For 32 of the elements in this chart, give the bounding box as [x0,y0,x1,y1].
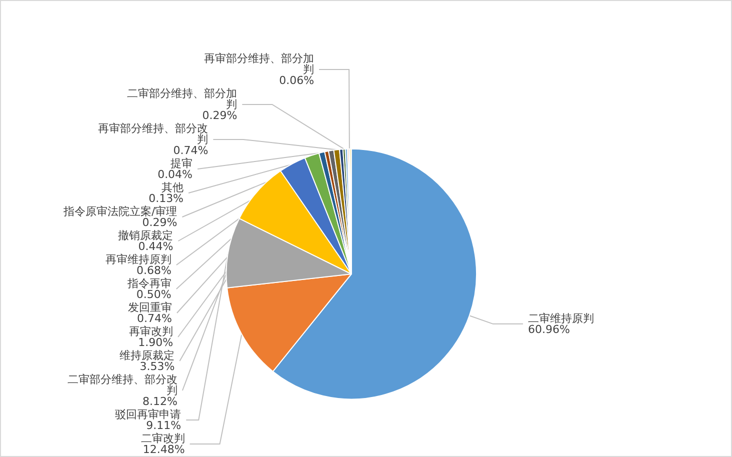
slice-label: 驳回再审申请 [115,408,182,421]
data-label: 0.29% [202,109,238,122]
slice-label: 指令再审 [126,277,172,290]
data-label: 1.90% [138,336,174,349]
slice-label: 再审改判 [129,325,174,338]
slice-label: 撤销原裁定 [118,229,174,242]
data-label: 0.50% [136,288,172,301]
slice-label: 二审改判 [140,432,185,445]
slice-label: 再审维持原判 [105,253,172,266]
slice-label: 提审 [170,157,193,170]
data-label: 9.11% [146,419,182,432]
data-label: 12.48% [142,443,185,456]
slice-label: 二审部分维持、部分加判 [127,87,238,111]
data-label: 0.29% [142,216,178,229]
data-label: 0.74% [173,144,208,157]
data-label: 8.12% [142,395,178,408]
data-label: 0.44% [138,240,174,253]
slice-label: 维持原裁定 [120,349,175,362]
data-label: 3.53% [140,360,175,373]
data-label: 0.74% [137,312,172,325]
slice-label: 指令原审法院立案/审理 [62,205,178,218]
data-label: 0.13% [148,192,184,205]
data-label: 0.04% [158,168,193,181]
slice-label: 发回重审 [128,301,172,314]
data-label: 0.06% [279,74,314,87]
data-label: 60.96% [528,322,570,336]
slice-label: 再审部分维持、部分改判 [98,122,208,146]
slice-label: 二审维持原判 [528,312,594,325]
slice-label: 其他 [162,181,184,194]
slice-label: 再审部分维持、部分加判 [204,52,314,76]
data-label: 0.68% [136,264,172,277]
slice-label: 二审部分维持、部分改判 [67,373,178,397]
